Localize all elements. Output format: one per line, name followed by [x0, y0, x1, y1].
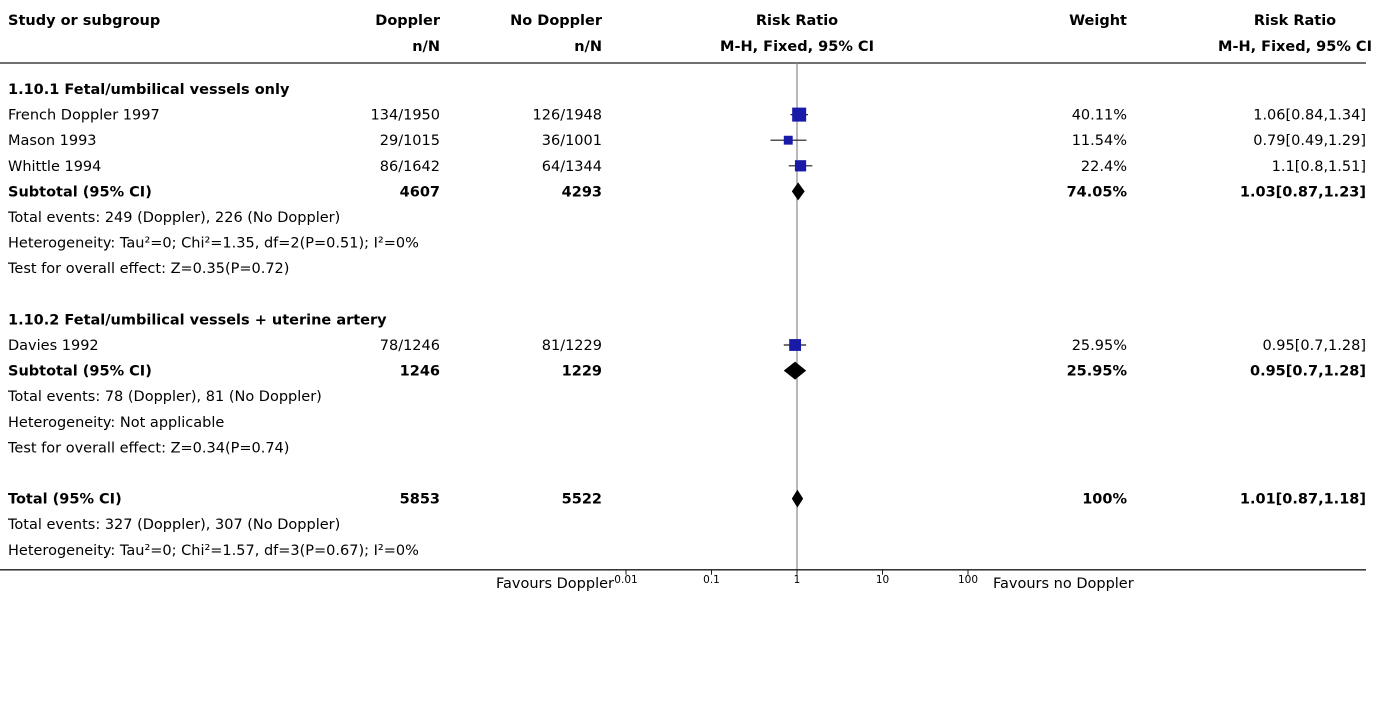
row-label: Total events: 78 (Doppler), 81 (No Doppl… [7, 389, 322, 405]
row-label: Heterogeneity: Tau²=0; Chi²=1.35, df=2(P… [8, 236, 419, 252]
row-doppler-count: 29/1015 [380, 133, 440, 149]
pooled-diamond [791, 182, 805, 201]
tick-label: 1 [794, 574, 801, 586]
row-label: Subtotal (95% CI) [8, 364, 152, 380]
row-risk-ratio: 0.95[0.7,1.28] [1262, 338, 1366, 354]
tick-label: 100 [958, 574, 978, 586]
header-no-doppler: No Doppler [510, 13, 603, 29]
row-no-doppler-count: 81/1229 [542, 338, 602, 354]
row-label: Davies 1992 [8, 338, 99, 354]
header-rr: Risk Ratio [1254, 13, 1336, 29]
favours-right-label: Favours no Doppler [993, 576, 1134, 592]
tick-label: 0.01 [614, 574, 637, 586]
tick-label: 10 [876, 574, 889, 586]
row-risk-ratio: 1.06[0.84,1.34] [1253, 108, 1366, 124]
row-doppler-count: 1246 [400, 364, 440, 380]
row-label: Subtotal (95% CI) [8, 184, 152, 200]
row-weight: 25.95% [1067, 364, 1128, 380]
row-label: Test for overall effect: Z=0.34(P=0.74) [7, 440, 289, 456]
pooled-diamond [791, 489, 804, 508]
row-label: 1.10.1 Fetal/umbilical vessels only [8, 82, 290, 98]
header-no-doppler-sub: n/N [574, 39, 602, 55]
row-label: Heterogeneity: Tau²=0; Chi²=1.57, df=3(P… [8, 543, 419, 559]
effect-square [792, 107, 807, 122]
row-risk-ratio: 1.1[0.8,1.51] [1272, 159, 1366, 175]
row-label: Total events: 327 (Doppler), 307 (No Dop… [7, 517, 340, 533]
row-doppler-count: 78/1246 [380, 338, 440, 354]
header-plot-sub: M-H, Fixed, 95% CI [720, 39, 874, 55]
row-weight: 40.11% [1072, 108, 1127, 124]
row-risk-ratio: 1.03[0.87,1.23] [1240, 184, 1366, 200]
plot-marks [770, 63, 813, 570]
row-label: Test for overall effect: Z=0.35(P=0.72) [7, 261, 289, 277]
row-label: Total (95% CI) [8, 492, 122, 508]
row-no-doppler-count: 5522 [562, 492, 602, 508]
effect-square [789, 339, 802, 351]
pooled-diamond [783, 361, 807, 380]
row-doppler-count: 134/1950 [371, 108, 440, 124]
header-rr-sub: M-H, Fixed, 95% CI [1218, 39, 1372, 55]
favours-left-label: Favours Doppler [496, 576, 614, 592]
row-weight: 11.54% [1072, 133, 1127, 149]
row-risk-ratio: 0.95[0.7,1.28] [1250, 364, 1366, 380]
row-label: Total events: 249 (Doppler), 226 (No Dop… [7, 210, 340, 226]
x-axis: 0.01 0.1 1 10 100 Favours Doppler Favours no D… [0, 569, 1366, 592]
row-weight: 100% [1082, 492, 1127, 508]
row-doppler-count: 5853 [400, 492, 440, 508]
header-plot: Risk Ratio [756, 13, 838, 29]
row-risk-ratio: 0.79[0.49,1.29] [1253, 133, 1366, 149]
row-doppler-count: 86/1642 [380, 159, 440, 175]
row-weight: 25.95% [1072, 338, 1127, 354]
header-doppler-sub: n/N [412, 39, 440, 55]
row-label: 1.10.2 Fetal/umbilical vessels + uterine… [8, 312, 387, 328]
effect-square [794, 160, 807, 172]
row-doppler-count: 4607 [400, 184, 440, 200]
header-doppler: Doppler [375, 13, 441, 29]
table-rows: 1.10.1 Fetal/umbilical vessels only Frenc… [7, 82, 1366, 559]
row-no-doppler-count: 1229 [562, 364, 602, 380]
header-study: Study or subgroup [8, 13, 160, 29]
row-weight: 22.4% [1081, 159, 1127, 175]
row-no-doppler-count: 64/1344 [542, 159, 602, 175]
row-weight: 74.05% [1067, 184, 1128, 200]
row-label: Heterogeneity: Not applicable [8, 415, 224, 431]
effect-square [783, 135, 793, 145]
row-label: Mason 1993 [8, 133, 97, 149]
row-risk-ratio: 1.01[0.87,1.18] [1240, 492, 1366, 508]
row-no-doppler-count: 36/1001 [542, 133, 602, 149]
tick-label: 0.1 [703, 574, 720, 586]
header-weight: Weight [1069, 13, 1127, 29]
row-label: Whittle 1994 [8, 159, 101, 175]
column-headers: Study or subgroup Doppler n/N No Doppler… [8, 13, 1372, 55]
row-label: French Doppler 1997 [8, 108, 160, 124]
row-no-doppler-count: 126/1948 [533, 108, 602, 124]
row-no-doppler-count: 4293 [562, 184, 602, 200]
